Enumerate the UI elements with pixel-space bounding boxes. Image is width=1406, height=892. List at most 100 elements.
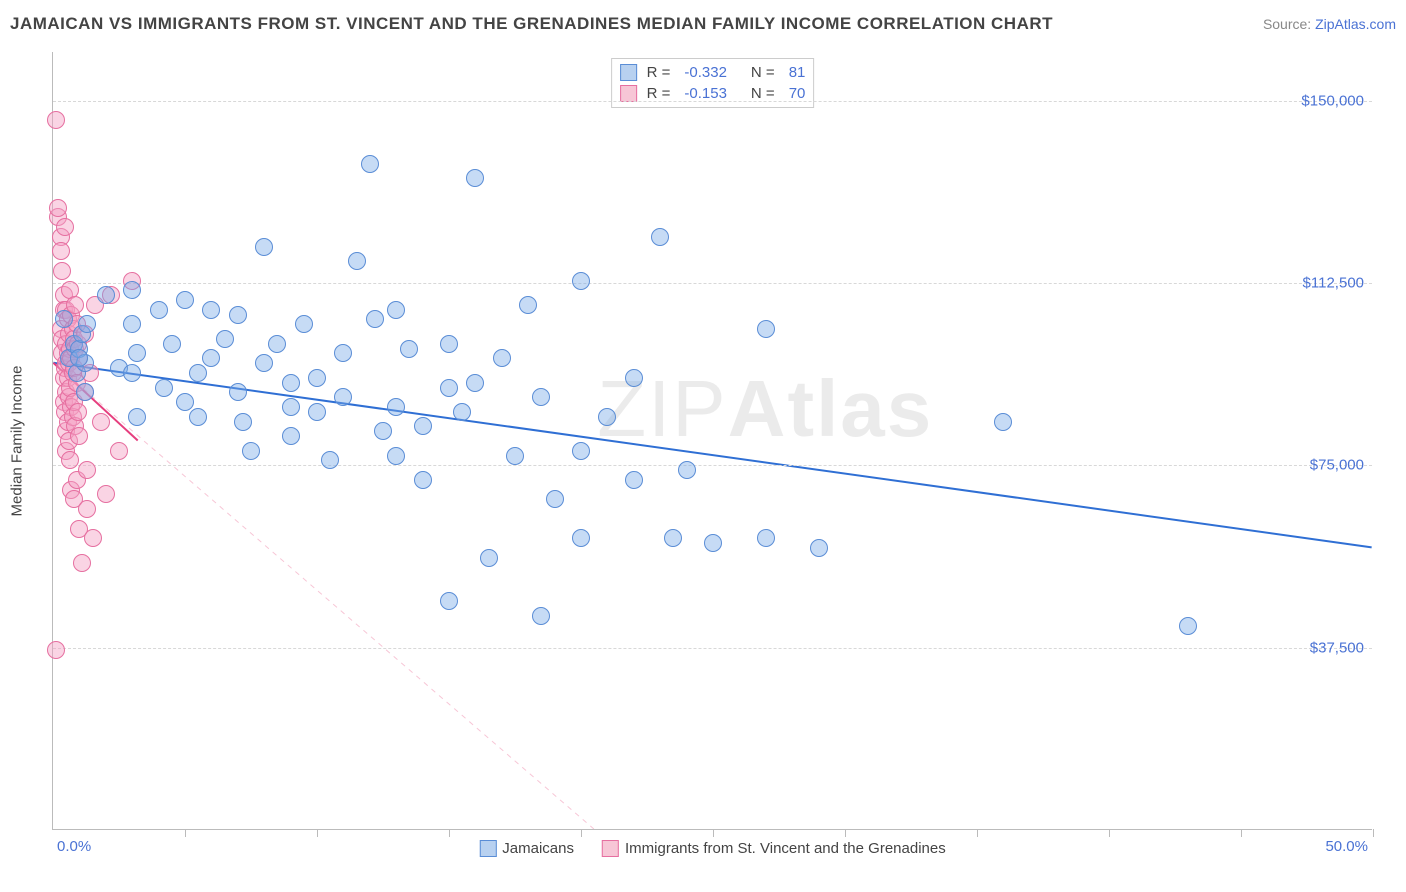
- blue-point: [150, 301, 168, 319]
- legend-swatch: [479, 840, 496, 857]
- blue-point: [97, 286, 115, 304]
- x-tick: [1109, 829, 1110, 837]
- blue-point: [572, 529, 590, 547]
- legend-swatch: [602, 840, 619, 857]
- legend-n-value: 81: [789, 64, 806, 81]
- blue-point: [176, 291, 194, 309]
- blue-point: [282, 374, 300, 392]
- blue-point: [128, 344, 146, 362]
- legend-series: JamaicansImmigrants from St. Vincent and…: [479, 840, 945, 857]
- blue-point: [994, 413, 1012, 431]
- blue-point: [440, 379, 458, 397]
- pink-point: [78, 500, 96, 518]
- x-axis-max-label: 50.0%: [1325, 838, 1368, 855]
- blue-point: [757, 529, 775, 547]
- pink-point: [61, 451, 79, 469]
- legend-r-value: -0.153: [684, 85, 727, 102]
- blue-point: [123, 281, 141, 299]
- gridline-h: [53, 648, 1372, 649]
- blue-point: [55, 310, 73, 328]
- pink-point: [73, 554, 91, 572]
- pink-point: [78, 461, 96, 479]
- legend-correlation-row: R =-0.332N =81: [620, 62, 806, 83]
- blue-point: [234, 413, 252, 431]
- blue-point: [704, 534, 722, 552]
- watermark: ZIPAtlas: [597, 363, 933, 455]
- blue-point: [189, 364, 207, 382]
- x-tick: [845, 829, 846, 837]
- blue-point: [519, 296, 537, 314]
- x-tick: [185, 829, 186, 837]
- blue-point: [598, 408, 616, 426]
- blue-point: [123, 364, 141, 382]
- chart-container: JAMAICAN VS IMMIGRANTS FROM ST. VINCENT …: [0, 0, 1406, 892]
- blue-point: [651, 228, 669, 246]
- blue-point: [163, 335, 181, 353]
- legend-r-label: R =: [647, 64, 671, 81]
- blue-point: [757, 320, 775, 338]
- blue-point: [572, 272, 590, 290]
- gridline-h: [53, 465, 1372, 466]
- blue-point: [216, 330, 234, 348]
- blue-point: [308, 403, 326, 421]
- legend-r-label: R =: [647, 85, 671, 102]
- blue-point: [572, 442, 590, 460]
- title-bar: JAMAICAN VS IMMIGRANTS FROM ST. VINCENT …: [10, 14, 1396, 34]
- gridline-h: [53, 283, 1372, 284]
- legend-swatch: [620, 85, 637, 102]
- gridline-h: [53, 101, 1372, 102]
- pink-point: [92, 413, 110, 431]
- blue-point: [282, 398, 300, 416]
- blue-point: [506, 447, 524, 465]
- blue-point: [414, 471, 432, 489]
- pink-point: [49, 199, 67, 217]
- blue-point: [229, 306, 247, 324]
- blue-point: [321, 451, 339, 469]
- blue-point: [453, 403, 471, 421]
- legend-r-value: -0.332: [684, 64, 727, 81]
- blue-point: [387, 398, 405, 416]
- plot-area: Median Family Income 0.0% 50.0% ZIPAtlas…: [52, 52, 1372, 830]
- pink-point: [52, 242, 70, 260]
- blue-point: [625, 369, 643, 387]
- blue-point: [334, 344, 352, 362]
- blue-point: [532, 607, 550, 625]
- blue-point: [466, 374, 484, 392]
- pink-point: [56, 218, 74, 236]
- blue-point: [625, 471, 643, 489]
- blue-point: [387, 447, 405, 465]
- blue-point: [1179, 617, 1197, 635]
- blue-point: [229, 383, 247, 401]
- blue-point: [308, 369, 326, 387]
- blue-point: [128, 408, 146, 426]
- blue-point: [546, 490, 564, 508]
- x-axis-min-label: 0.0%: [57, 838, 91, 855]
- blue-point: [78, 315, 96, 333]
- blue-point: [400, 340, 418, 358]
- legend-n-value: 70: [789, 85, 806, 102]
- legend-series-item: Jamaicans: [479, 840, 574, 857]
- pink-point: [70, 427, 88, 445]
- legend-n-label: N =: [751, 85, 775, 102]
- blue-point: [155, 379, 173, 397]
- x-tick: [1373, 829, 1374, 837]
- blue-point: [361, 155, 379, 173]
- blue-point: [440, 335, 458, 353]
- blue-point: [466, 169, 484, 187]
- source-link[interactable]: ZipAtlas.com: [1315, 16, 1396, 32]
- blue-point: [242, 442, 260, 460]
- blue-point: [202, 349, 220, 367]
- x-tick: [977, 829, 978, 837]
- blue-point: [70, 349, 88, 367]
- blue-point: [480, 549, 498, 567]
- y-tick-label: $37,500: [1310, 639, 1364, 656]
- blue-point: [255, 354, 273, 372]
- blue-point: [282, 427, 300, 445]
- blue-point: [123, 315, 141, 333]
- source-prefix: Source:: [1263, 16, 1315, 32]
- x-tick: [317, 829, 318, 837]
- blue-point: [268, 335, 286, 353]
- blue-point: [440, 592, 458, 610]
- watermark-atlas: Atlas: [728, 364, 934, 453]
- blue-point: [348, 252, 366, 270]
